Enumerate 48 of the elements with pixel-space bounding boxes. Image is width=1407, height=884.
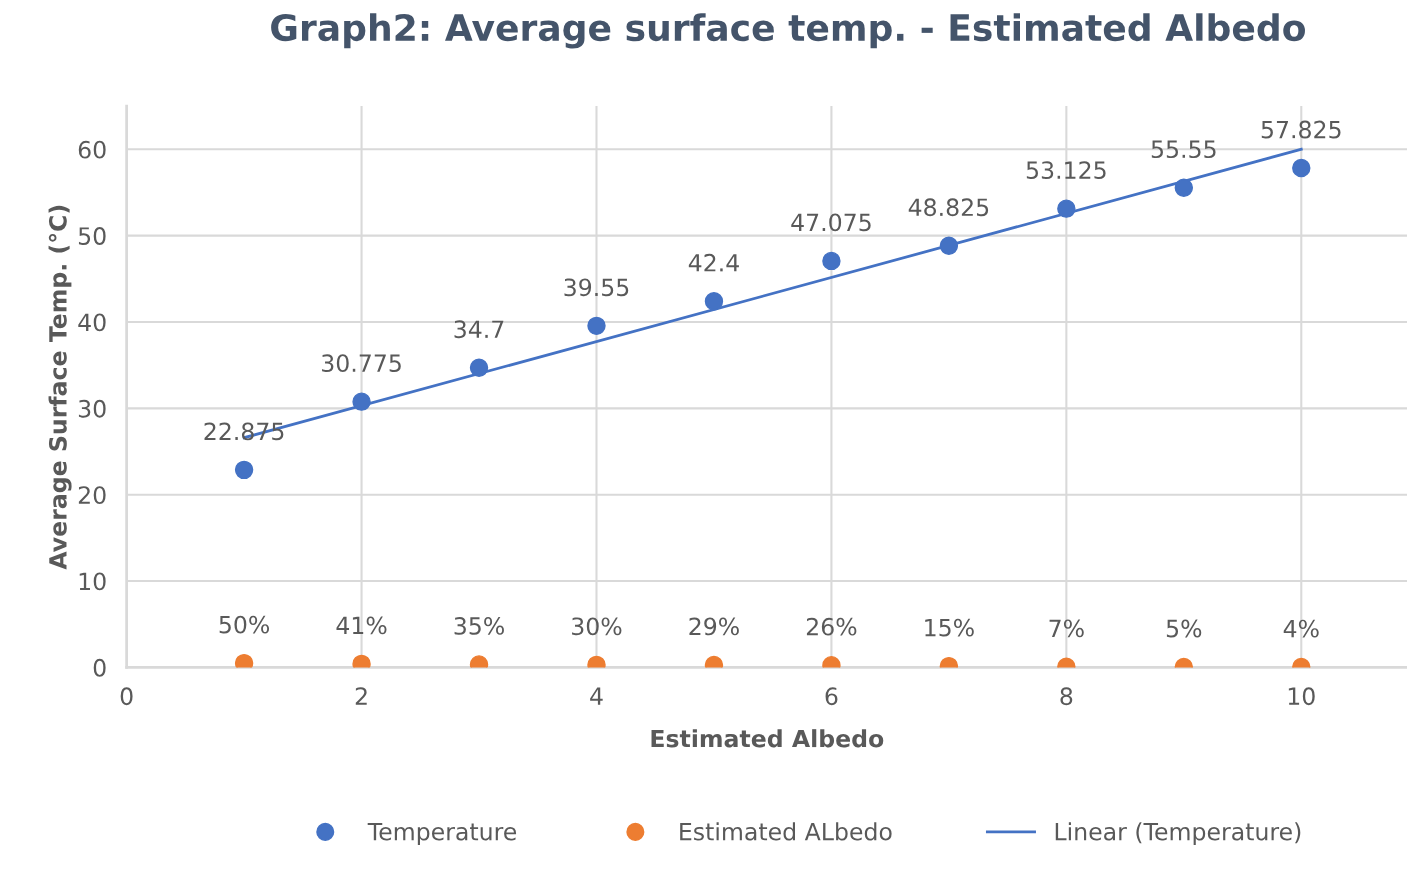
x-tick-label: 6 (825, 687, 838, 706)
y-axis-title: Average Surface Temp. (°C) (48, 205, 72, 570)
x-tick-label: 2 (355, 687, 367, 705)
point (587, 316, 606, 336)
y-tick-label: 0 (93, 658, 106, 677)
data-label: 41% (336, 616, 387, 635)
data-label: 47.075 (791, 213, 871, 232)
data-label: 50% (219, 615, 270, 634)
x-axis-title: Estimated Albedo (651, 729, 884, 748)
point (1057, 199, 1076, 218)
data-label: 42.4 (688, 253, 739, 272)
point (939, 236, 959, 255)
data-label: 30% (572, 617, 622, 636)
x-tick-label: 8 (1060, 687, 1073, 706)
data-label: 55.55 (1151, 140, 1216, 159)
point (822, 251, 841, 271)
data-label: 29% (689, 617, 739, 636)
point (469, 358, 489, 377)
point (704, 292, 724, 311)
x-tick-label: 0 (120, 687, 133, 706)
y-tick-label: 30 (78, 399, 106, 418)
data-label: 30.775 (322, 354, 401, 373)
point (352, 392, 371, 411)
data-label: 35% (454, 616, 504, 635)
point (1174, 178, 1194, 197)
data-label: 15% (925, 618, 974, 637)
data-label: 48.825 (908, 198, 989, 217)
y-tick-label: 20 (78, 486, 106, 505)
y-tick-label: 10 (79, 572, 106, 591)
x-tick-label: 10 (1288, 687, 1315, 706)
data-label: 39.55 (564, 278, 629, 297)
data-label: 5% (1166, 619, 1202, 638)
data-label: 34.7 (454, 320, 504, 339)
legend-label: Estimated ALbedo (680, 822, 892, 841)
y-tick-label: 50 (78, 227, 106, 245)
y-tick-label: 60 (78, 140, 106, 159)
data-label: 57.825 (1261, 120, 1341, 139)
legend-label: Linear (Temperature) (1055, 822, 1301, 846)
point (234, 460, 254, 480)
chart-title: Graph2: Average surface temp. - Estimated Albedo (271, 13, 1305, 49)
data-label: 26% (806, 617, 857, 636)
data-label: 53.125 (1026, 161, 1106, 180)
legend-label: Temperature (367, 822, 517, 846)
data-label: 4% (1283, 619, 1319, 638)
point (1292, 158, 1311, 178)
data-label: 7% (1049, 619, 1084, 638)
y-tick-label: 40 (78, 313, 106, 332)
x-tick-label: 4 (590, 687, 603, 705)
